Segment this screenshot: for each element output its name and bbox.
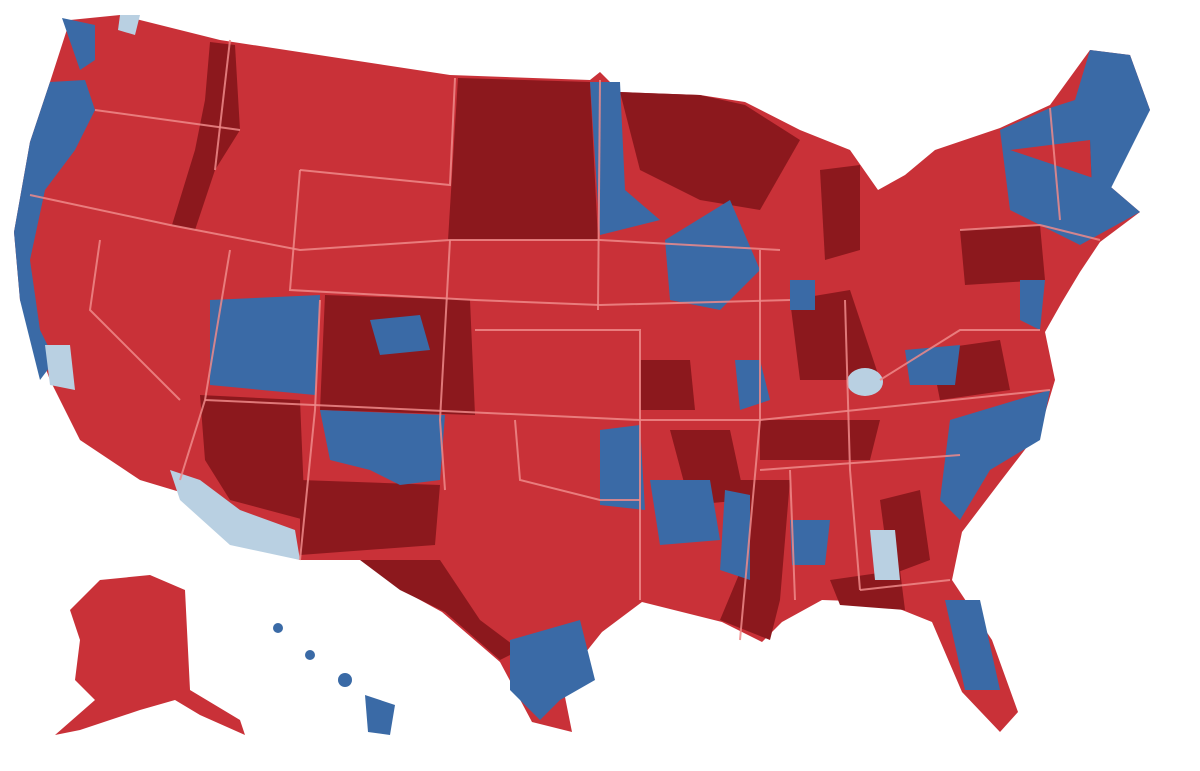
pacific-coast — [14, 80, 95, 380]
colorado-pocket — [370, 315, 430, 355]
ohio-valley — [790, 290, 880, 380]
hawaii-island-kauai — [273, 623, 283, 633]
kentucky-tennessee — [760, 420, 880, 460]
blue-areas — [14, 18, 1150, 720]
hawaii-island-maui — [338, 673, 352, 687]
arizona — [200, 395, 305, 520]
kentucky-light-area — [847, 368, 883, 396]
state-borders — [29, 39, 1101, 641]
michigan — [820, 165, 860, 260]
west-texas — [360, 560, 520, 660]
minnesota-west — [590, 82, 660, 235]
alabama-black-belt — [790, 520, 830, 565]
ohio-blue — [790, 280, 815, 310]
carolinas — [940, 390, 1050, 520]
north-dakota-south-dakota — [448, 78, 598, 240]
mississippi-delta — [720, 490, 750, 580]
wyoming — [320, 295, 475, 415]
illinois-south — [735, 360, 770, 410]
west-virginia-blue — [905, 345, 960, 385]
utah-north — [210, 295, 320, 395]
southern-california-desert — [170, 470, 300, 560]
hawaii — [273, 623, 395, 735]
new-mexico-north — [320, 410, 445, 485]
new-mexico-south — [300, 480, 440, 555]
washington-corner — [118, 15, 140, 35]
central-florida — [945, 600, 1000, 690]
alaska — [55, 575, 245, 735]
minnesota-wisconsin — [620, 92, 800, 210]
dark-red-areas — [172, 42, 1110, 660]
northeast — [1000, 50, 1150, 245]
oklahoma-east — [600, 425, 645, 510]
san-francisco-bay — [45, 345, 75, 390]
iowa-illinois — [665, 200, 760, 310]
pennsylvania — [960, 225, 1045, 285]
washington-coast — [62, 18, 95, 70]
mid-atlantic — [1020, 280, 1045, 330]
mississippi-louisiana — [720, 480, 790, 640]
light-blue-areas — [45, 15, 900, 580]
hawaii-island-oahu — [305, 650, 315, 660]
missouri-south — [640, 360, 695, 410]
georgia-light-area — [870, 530, 900, 580]
arkansas-south — [650, 480, 720, 545]
hawaii-island-big — [365, 695, 395, 735]
idaho-strip — [172, 42, 240, 230]
south-texas — [510, 620, 595, 720]
